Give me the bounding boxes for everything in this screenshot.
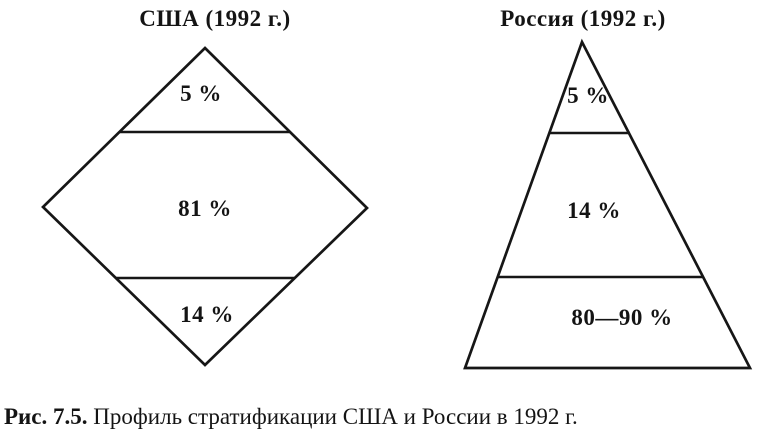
usa-segment-label-top: 5 %	[180, 81, 222, 106]
russia-diagram-title: Россия (1992 г.)	[500, 6, 666, 31]
russia-segment-label-bottom: 80—90 %	[571, 305, 672, 330]
usa-diamond-shape	[41, 46, 369, 367]
figure-caption-text: Профиль стратификации США и России в 199…	[87, 404, 578, 429]
figure-caption-number: Рис. 7.5.	[4, 404, 88, 429]
russia-pyramid-shape	[463, 38, 753, 370]
russia-segment-label-top: 5 %	[567, 83, 609, 108]
usa-diagram-title: США (1992 г.)	[139, 6, 291, 31]
figure-caption: Рис. 7.5. Профиль стратификации США и Ро…	[4, 404, 578, 430]
usa-segment-label-bottom: 14 %	[180, 302, 234, 327]
usa-segment-label-middle: 81 %	[178, 196, 232, 221]
russia-segment-label-middle: 14 %	[567, 198, 621, 223]
